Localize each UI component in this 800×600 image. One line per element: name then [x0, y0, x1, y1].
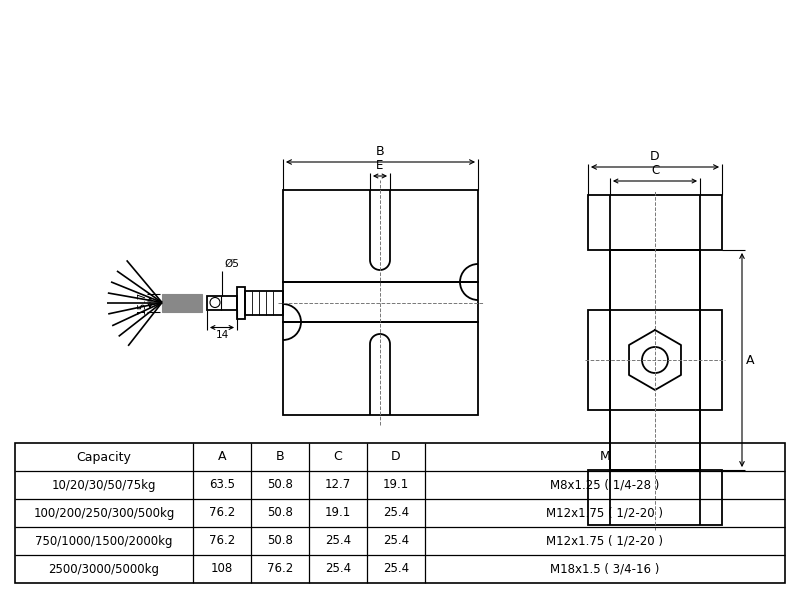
Text: 108: 108: [211, 563, 233, 575]
Text: 25.4: 25.4: [383, 506, 409, 520]
Bar: [207, 295, 237, 310]
Bar: [610, 250, 700, 470]
Bar: [162, 293, 202, 311]
Text: 25.4: 25.4: [325, 563, 351, 575]
Text: A: A: [746, 353, 754, 367]
Text: M8x1.25 ( 1/4-28 ): M8x1.25 ( 1/4-28 ): [550, 479, 660, 491]
Text: C: C: [651, 164, 659, 177]
Text: Capacity: Capacity: [77, 451, 131, 463]
Text: D: D: [650, 150, 660, 163]
Text: M12x1.75 ( 1/2-20 ): M12x1.75 ( 1/2-20 ): [546, 506, 663, 520]
Bar: [283, 322, 478, 415]
Text: 76.2: 76.2: [209, 506, 235, 520]
Bar: [588, 195, 722, 250]
Text: 14: 14: [215, 331, 229, 340]
Text: B: B: [376, 145, 384, 158]
Bar: [283, 282, 478, 322]
Text: 50.8: 50.8: [267, 506, 293, 520]
Text: 19.1: 19.1: [325, 506, 351, 520]
Text: 50.8: 50.8: [267, 479, 293, 491]
Bar: [15, 443, 785, 583]
Text: 76.2: 76.2: [209, 535, 235, 547]
Text: M: M: [600, 451, 610, 463]
Text: E: E: [376, 159, 384, 172]
Bar: [237, 286, 245, 319]
Text: 25.4: 25.4: [325, 535, 351, 547]
Text: 50.8: 50.8: [267, 535, 293, 547]
Text: 19.1: 19.1: [383, 479, 409, 491]
Text: 25.4: 25.4: [383, 563, 409, 575]
Text: 10/20/30/50/75kg: 10/20/30/50/75kg: [52, 479, 156, 491]
Text: B: B: [276, 451, 284, 463]
Text: M18x1.5 ( 3/4-16 ): M18x1.5 ( 3/4-16 ): [550, 563, 660, 575]
Text: A: A: [218, 451, 226, 463]
Text: 25.4: 25.4: [383, 535, 409, 547]
Text: 750/1000/1500/2000kg: 750/1000/1500/2000kg: [35, 535, 173, 547]
Text: 12.7: 12.7: [325, 479, 351, 491]
Text: C: C: [334, 451, 342, 463]
Text: 15.7: 15.7: [137, 291, 147, 314]
Text: 76.2: 76.2: [267, 563, 293, 575]
Text: D: D: [391, 451, 401, 463]
Text: 63.5: 63.5: [209, 479, 235, 491]
Text: 100/200/250/300/500kg: 100/200/250/300/500kg: [34, 506, 174, 520]
Text: 2500/3000/5000kg: 2500/3000/5000kg: [49, 563, 159, 575]
Bar: [245, 290, 283, 314]
Text: M12x1.75 ( 1/2-20 ): M12x1.75 ( 1/2-20 ): [546, 535, 663, 547]
Bar: [283, 190, 478, 282]
Text: Ø5: Ø5: [224, 259, 239, 269]
Bar: [588, 310, 722, 410]
Bar: [588, 470, 722, 525]
